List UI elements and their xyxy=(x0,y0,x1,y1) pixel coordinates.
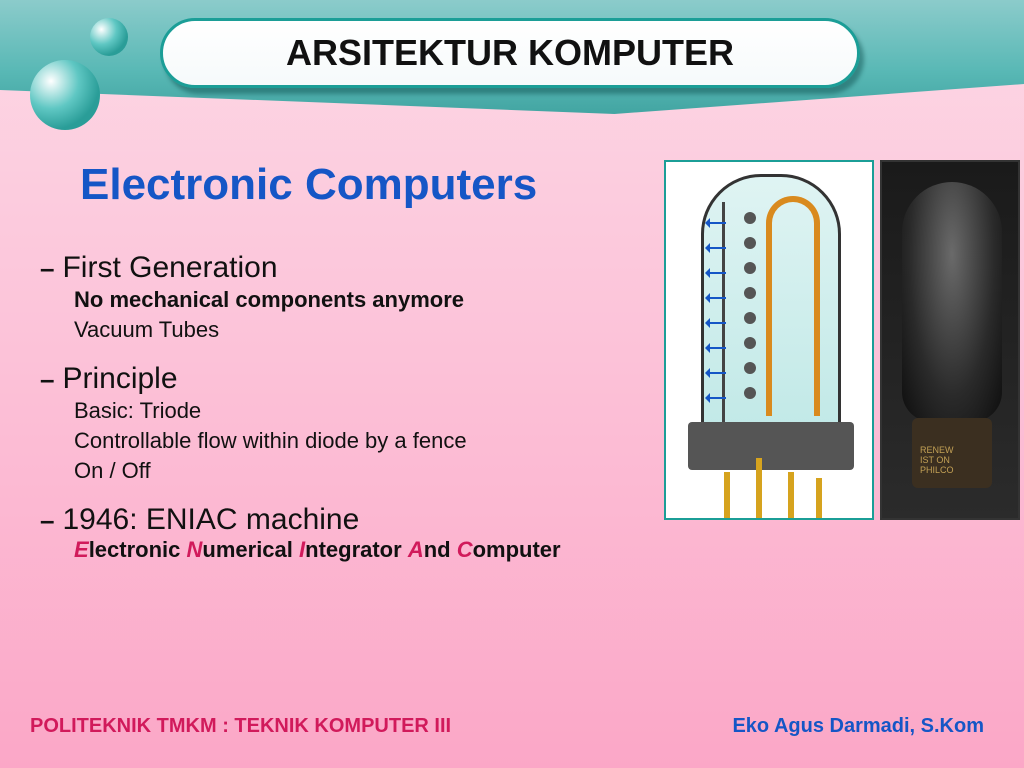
flow-arrow-icon xyxy=(706,247,726,249)
bullet-eniac: – 1946: ENIAC machine xyxy=(40,503,600,537)
eniac-letter: E xyxy=(74,537,89,562)
electron-dot-icon xyxy=(744,287,756,299)
sub-line: Controllable flow within diode by a fenc… xyxy=(74,426,600,456)
electron-dot-icon xyxy=(744,312,756,324)
bullet-first-generation: – First Generation xyxy=(40,251,600,285)
tube-glass-icon xyxy=(902,182,1002,422)
eniac-expansion: Electronic Numerical Integrator And Comp… xyxy=(74,537,600,563)
vacuum-tube-figure: RENEW IST ON PHILCO xyxy=(664,160,1024,520)
flow-arrow-icon xyxy=(706,347,726,349)
sub-line: No mechanical components anymore xyxy=(74,285,600,315)
pin-icon xyxy=(756,458,762,518)
flow-arrow-icon xyxy=(706,222,726,224)
subtitle: Electronic Computers xyxy=(80,160,537,210)
decor-sphere-small xyxy=(90,18,128,56)
bullet-head: Principle xyxy=(62,362,177,396)
electron-dot-icon xyxy=(744,262,756,274)
tube-diagram xyxy=(664,160,874,520)
eniac-word: lectronic xyxy=(89,537,187,562)
sub-line: On / Off xyxy=(74,456,600,486)
tube-photo: RENEW IST ON PHILCO xyxy=(880,160,1020,520)
dash-icon: – xyxy=(40,505,54,536)
dash-icon: – xyxy=(40,364,54,395)
eniac-word: nd xyxy=(424,537,457,562)
flow-arrow-icon xyxy=(706,372,726,374)
flow-arrow-icon xyxy=(706,297,726,299)
decor-sphere-large xyxy=(30,60,100,130)
tube-base-icon xyxy=(688,422,854,470)
electron-dot-icon xyxy=(744,362,756,374)
dash-icon: – xyxy=(40,253,54,284)
eniac-letter: N xyxy=(187,537,203,562)
filament-icon xyxy=(766,196,820,416)
pin-icon xyxy=(788,472,794,518)
sub-line: Basic: Triode xyxy=(74,396,600,426)
electron-dot-icon xyxy=(744,337,756,349)
pin-icon xyxy=(816,478,822,518)
electron-dot-icon xyxy=(744,237,756,249)
flow-arrow-icon xyxy=(706,272,726,274)
tube-label-line: PHILCO xyxy=(920,466,954,476)
eniac-word: umerical xyxy=(202,537,299,562)
bullet-head: First Generation xyxy=(62,251,277,285)
flow-arrow-icon xyxy=(706,322,726,324)
eniac-letter: C xyxy=(457,537,473,562)
content-body: – First Generation No mechanical compone… xyxy=(40,245,600,563)
footer-institution: POLITEKNIK TMKM : TEKNIK KOMPUTER III xyxy=(30,715,451,738)
bullet-principle: – Principle xyxy=(40,362,600,396)
footer-author: Eko Agus Darmadi, S.Kom xyxy=(732,715,984,738)
grid-wire-icon xyxy=(722,202,725,422)
electron-dot-icon xyxy=(744,387,756,399)
page-title: ARSITEKTUR KOMPUTER xyxy=(286,32,734,74)
sub-line: Vacuum Tubes xyxy=(74,315,600,345)
title-pill: ARSITEKTUR KOMPUTER xyxy=(160,18,860,88)
eniac-word: omputer xyxy=(473,537,561,562)
tube-label: RENEW IST ON PHILCO xyxy=(920,446,954,476)
eniac-word: ntegrator xyxy=(305,537,408,562)
flow-arrow-icon xyxy=(706,397,726,399)
pin-icon xyxy=(724,472,730,518)
bullet-head: 1946: ENIAC machine xyxy=(62,503,359,537)
electron-dot-icon xyxy=(744,212,756,224)
eniac-letter: A xyxy=(408,537,424,562)
